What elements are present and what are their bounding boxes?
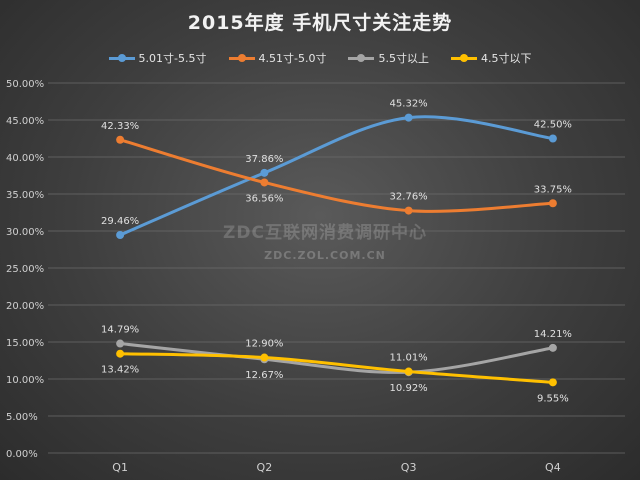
legend-item: 4.51寸-5.0寸 [228, 50, 327, 66]
legend-label: 4.51寸-5.0寸 [258, 52, 327, 65]
y-tick-label: 0.00% [6, 449, 38, 460]
y-tick-label: 15.00% [6, 338, 44, 349]
data-label: 10.92% [390, 383, 428, 394]
legend-swatch [348, 53, 375, 62]
y-tick-label: 40.00% [6, 153, 44, 164]
data-label: 33.75% [534, 184, 572, 195]
data-label: 42.33% [101, 121, 139, 132]
data-label: 45.32% [390, 99, 428, 110]
data-point [116, 230, 125, 239]
data-label: 9.55% [537, 393, 569, 404]
y-tick-label: 50.00% [6, 79, 44, 90]
legend-label: 4.5寸以下 [480, 52, 532, 65]
x-tick-label: Q4 [545, 461, 561, 474]
data-point [548, 378, 557, 387]
chart-title: 2015年度 手机尺寸关注走势 [187, 12, 453, 34]
data-label: 32.76% [390, 192, 428, 203]
y-tick-label: 20.00% [6, 301, 44, 312]
data-point [404, 367, 413, 376]
legend-label: 5.01寸-5.5寸 [138, 52, 207, 65]
data-point [404, 206, 413, 215]
data-label: 11.01% [390, 353, 428, 364]
data-point [548, 199, 557, 208]
data-label: 12.67% [245, 370, 283, 381]
data-point [404, 113, 413, 122]
data-label: 29.46% [101, 216, 139, 227]
data-point [116, 339, 125, 348]
y-tick-label: 30.00% [6, 227, 44, 238]
data-label: 37.86% [245, 154, 283, 165]
series-line [118, 342, 555, 374]
series-line [118, 352, 555, 384]
x-tick-label: Q1 [112, 461, 128, 474]
data-label: 12.90% [245, 339, 283, 350]
legend: 5.01寸-5.5寸 4.51寸-5.0寸 5.5寸以上 4.5寸以下 [0, 50, 640, 66]
data-point [548, 134, 557, 143]
y-tick-label: 25.00% [6, 264, 44, 275]
legend-item: 5.5寸以上 [348, 50, 429, 66]
y-tick-label: 5.00% [6, 412, 38, 423]
data-point [260, 353, 269, 362]
data-point [116, 135, 125, 144]
data-label: 14.79% [101, 325, 139, 336]
data-label: 13.42% [101, 365, 139, 376]
y-tick-label: 10.00% [6, 375, 44, 386]
data-point [260, 178, 269, 187]
y-tick-label: 35.00% [6, 190, 44, 201]
x-tick-label: Q3 [401, 461, 417, 474]
legend-swatch [228, 53, 255, 62]
legend-swatch [108, 53, 135, 62]
data-label: 14.21% [534, 329, 572, 340]
legend-item: 4.5寸以下 [450, 50, 532, 66]
series-line [118, 138, 555, 213]
data-point [548, 343, 557, 352]
data-label: 36.56% [245, 193, 283, 204]
legend-item: 5.01寸-5.5寸 [108, 50, 207, 66]
y-tick-label: 45.00% [6, 116, 44, 127]
legend-swatch [450, 53, 477, 62]
data-point [116, 349, 125, 358]
x-tick-label: Q2 [257, 461, 273, 474]
data-point [260, 168, 269, 177]
data-label: 42.50% [534, 120, 572, 131]
legend-label: 5.5寸以上 [378, 52, 429, 65]
series-line [118, 115, 555, 237]
